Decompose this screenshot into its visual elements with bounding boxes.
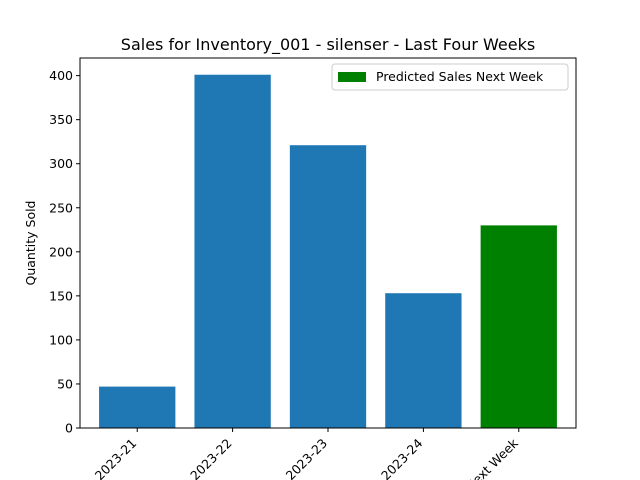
plot-frame bbox=[79, 57, 577, 429]
bar bbox=[194, 74, 271, 428]
y-axis-ticks: 0 50 100 150 200 250 300 350 400 bbox=[49, 68, 80, 436]
bar bbox=[99, 386, 176, 428]
y-tick-label: 300 bbox=[49, 156, 73, 171]
chart-title: Sales for Inventory_001 - silenser - Las… bbox=[121, 35, 535, 55]
y-tick-label: 50 bbox=[57, 376, 73, 391]
y-tick-label: 200 bbox=[49, 244, 73, 259]
y-tick-label: 250 bbox=[49, 200, 73, 215]
legend-box bbox=[331, 63, 569, 91]
y-tick-label: 400 bbox=[49, 68, 73, 83]
bars bbox=[99, 74, 557, 428]
y-axis-label: Quantity Sold bbox=[23, 201, 38, 286]
y-tick-label: 100 bbox=[49, 332, 73, 347]
y-tick-label: 150 bbox=[49, 288, 73, 303]
legend-label: Predicted Sales Next Week bbox=[376, 69, 544, 84]
bar bbox=[289, 145, 367, 428]
legend: Predicted Sales Next Week bbox=[331, 63, 569, 91]
y-tick-label: 350 bbox=[49, 112, 73, 127]
legend-swatch bbox=[338, 72, 366, 82]
bar bbox=[480, 225, 557, 428]
bar bbox=[385, 293, 462, 428]
y-tick-label: 0 bbox=[65, 421, 73, 436]
